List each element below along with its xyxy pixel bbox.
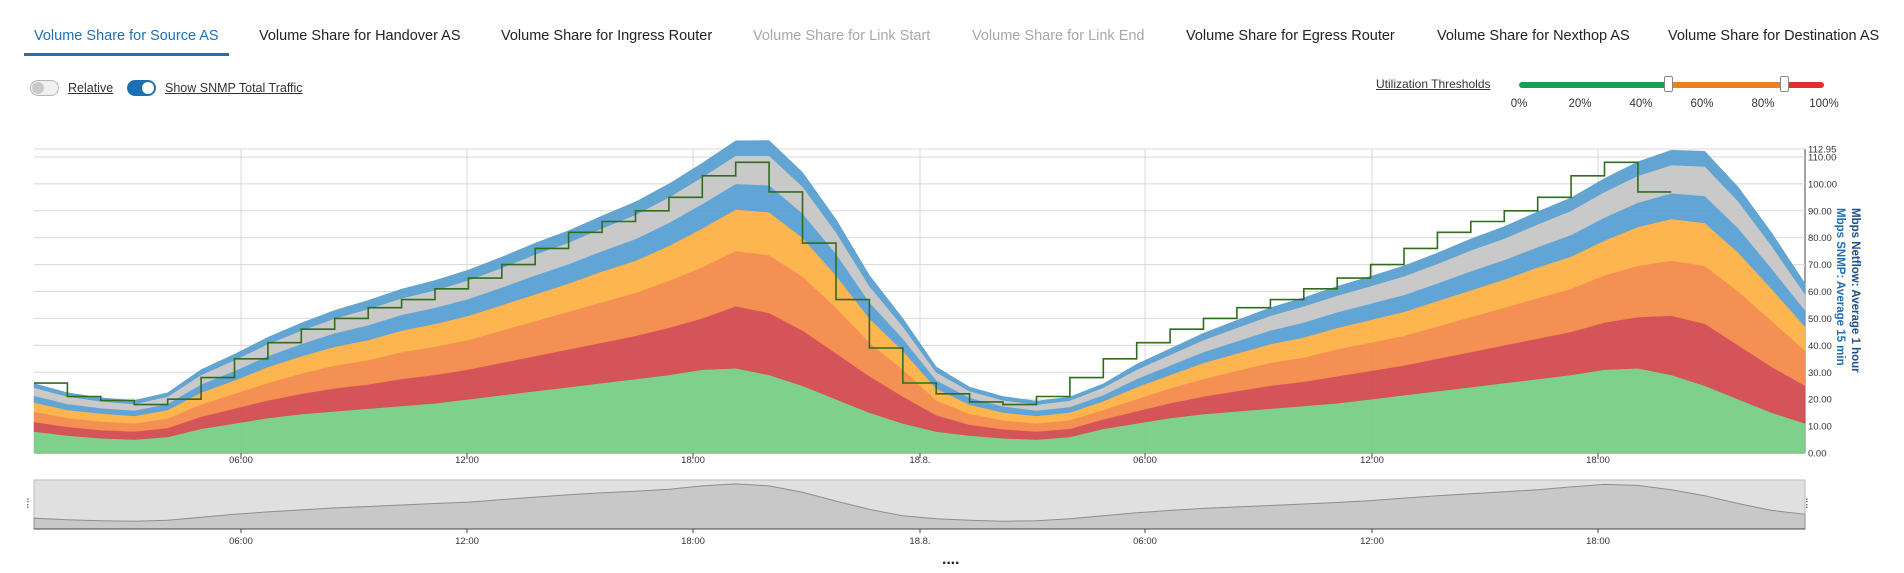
navigator-tick-label: 18.8. [909, 536, 930, 547]
navigator-right-handle[interactable]: ⁞ [1805, 496, 1809, 511]
snmp-label: Show SNMP Total Traffic [165, 81, 303, 95]
tab-bar: Volume Share for Source AS Volume Share … [24, 20, 1880, 56]
tab-ingress-router[interactable]: Volume Share for Ingress Router [501, 28, 713, 44]
navigator-tick-label: 18:00 [681, 536, 705, 547]
navigator-tick-label: 12:00 [455, 536, 479, 547]
y-tick-label: 0.00 [1808, 449, 1827, 460]
switch-knob [142, 82, 154, 94]
y-tick-label: 80.00 [1808, 233, 1832, 244]
tab-destination-as[interactable]: Volume Share for Destination AS [1668, 28, 1880, 44]
x-tick-label: 18:00 [681, 455, 705, 466]
x-tick-label: 06:00 [229, 455, 253, 466]
legend-netflow: Mbps Netflow: Average 1 hour [1849, 208, 1861, 373]
threshold-handle-low[interactable] [1664, 76, 1674, 92]
threshold-tick: 40% [1629, 98, 1653, 110]
navigator-tick-label: 18:00 [1586, 536, 1610, 547]
y-tick-label: 40.00 [1808, 341, 1832, 352]
switch-knob [32, 82, 44, 94]
tab-egress-router[interactable]: Volume Share for Egress Router [1186, 28, 1395, 44]
tab-nexthop-as[interactable]: Volume Share for Nexthop AS [1437, 28, 1630, 44]
tab-source-as[interactable]: Volume Share for Source AS [24, 20, 229, 56]
tab-link-end[interactable]: Volume Share for Link End [972, 28, 1145, 44]
snmp-switch[interactable] [127, 80, 156, 96]
y-tick-label: 30.00 [1808, 368, 1832, 379]
relative-switch[interactable] [30, 80, 59, 96]
navigator-left-handle[interactable]: ⁞ [26, 496, 30, 511]
threshold-handle-high[interactable] [1780, 76, 1790, 92]
threshold-slider[interactable] [1519, 76, 1824, 92]
x-tick-label: 12:00 [1360, 455, 1384, 466]
y-tick-label: 110.00 [1808, 152, 1836, 163]
y-tick-label: 10.00 [1808, 422, 1832, 433]
navigator-series [33, 483, 1806, 530]
navigator-tick-label: 12:00 [1360, 536, 1384, 547]
y-tick-label: 100.00 [1808, 179, 1837, 190]
x-tick-label: 18.8. [909, 455, 930, 466]
x-tick-label: 12:00 [455, 455, 479, 466]
utilization-thresholds-label: Utilization Thresholds [1376, 77, 1491, 91]
y-tick-label: 20.00 [1808, 395, 1832, 406]
y-tick-label: 50.00 [1808, 314, 1832, 325]
resize-grip[interactable]: ···· [942, 555, 960, 572]
snmp-total-line [33, 161, 1672, 406]
tab-link-start[interactable]: Volume Share for Link Start [753, 28, 931, 44]
threshold-tick: 100% [1809, 98, 1839, 110]
x-tick-label: 18:00 [1586, 455, 1610, 466]
y-tick-label: 112.95 [1808, 145, 1836, 156]
relative-label: Relative [68, 81, 114, 95]
threshold-tick: 60% [1690, 98, 1714, 110]
threshold-tick: 0% [1510, 98, 1528, 110]
legend-snmp: Mbps SNMP: Average 15 min [1834, 208, 1846, 366]
tab-handover-as[interactable]: Volume Share for Handover AS [259, 28, 461, 44]
navigator-tick-label: 06:00 [1133, 536, 1157, 547]
y-tick-label: 90.00 [1808, 206, 1832, 217]
navigator-tick-label: 06:00 [229, 536, 253, 547]
threshold-tick: 20% [1568, 98, 1592, 110]
y-tick-label: 60.00 [1808, 287, 1832, 298]
y-tick-label: 70.00 [1808, 260, 1832, 271]
x-tick-label: 06:00 [1133, 455, 1157, 466]
threshold-tick: 80% [1751, 98, 1775, 110]
snmp-total-toggle[interactable]: Show SNMP Total Traffic [127, 80, 303, 96]
relative-toggle[interactable]: Relative [30, 80, 113, 96]
